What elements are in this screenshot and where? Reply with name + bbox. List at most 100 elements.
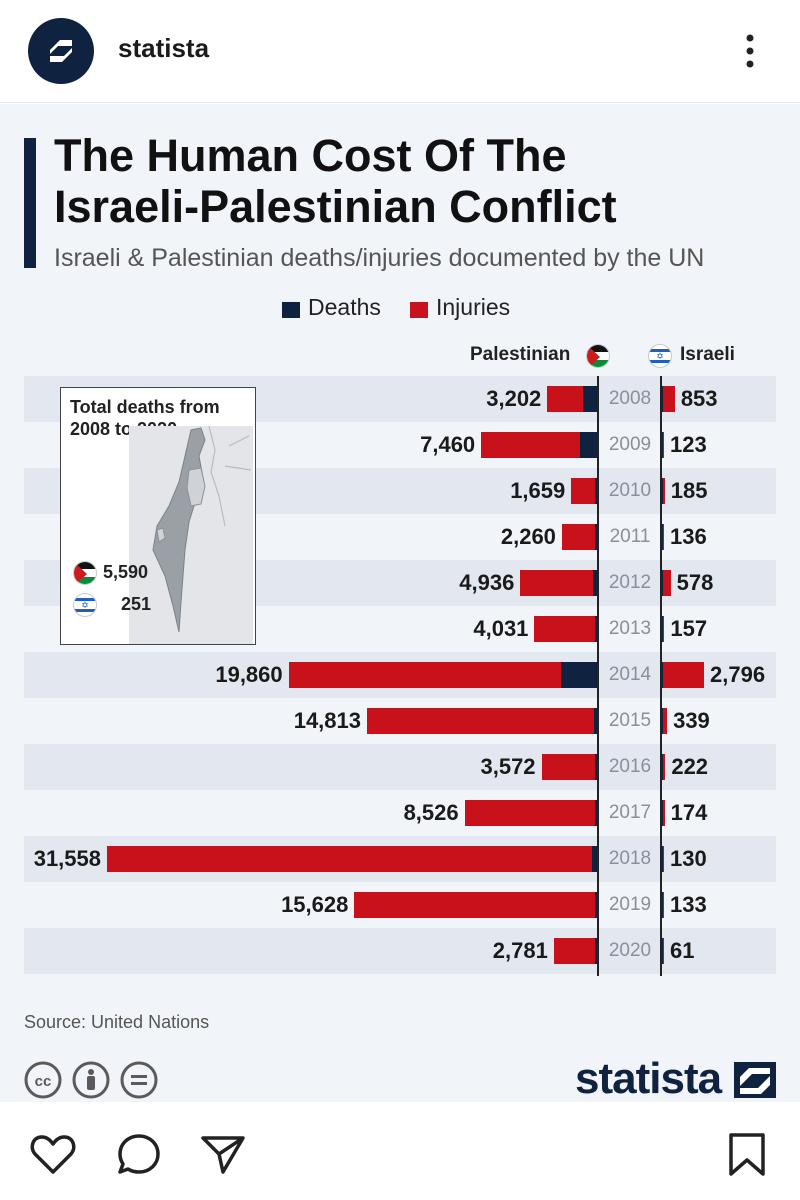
israeli-column-header: Israeli bbox=[680, 344, 735, 365]
inset-palestinian-flag-icon bbox=[73, 561, 97, 585]
palestinian-injuries-bar bbox=[366, 708, 597, 734]
israeli-value-label: 853 bbox=[680, 386, 718, 411]
creative-commons-icon[interactable]: cc bbox=[24, 1060, 164, 1100]
legend-deaths-swatch bbox=[282, 302, 300, 318]
more-vertical-icon[interactable] bbox=[735, 28, 765, 74]
legend-injuries-label: Injuries bbox=[436, 294, 511, 320]
palestinian-injuries-bar bbox=[534, 616, 597, 642]
israeli-injuries-bar bbox=[662, 662, 704, 688]
palestinian-deaths-bar bbox=[579, 432, 597, 458]
year-label: 2019 bbox=[608, 894, 652, 915]
palestinian-injuries-bar bbox=[481, 432, 597, 458]
israeli-value-label: 123 bbox=[670, 432, 707, 457]
inset-israeli-flag-icon: ✡ bbox=[73, 593, 97, 617]
heart-icon[interactable] bbox=[28, 1130, 78, 1178]
israeli-injuries-bar bbox=[662, 524, 665, 550]
palestinian-value-label: 31,558 bbox=[33, 846, 101, 871]
palestinian-injuries-bar bbox=[541, 754, 597, 780]
israeli-injuries-bar bbox=[662, 754, 666, 780]
israeli-injuries-bar bbox=[662, 432, 664, 458]
legend: Deaths Injuries bbox=[0, 294, 800, 324]
palestinian-value-label: 8,526 bbox=[403, 800, 459, 825]
israeli-deaths-bar bbox=[662, 524, 663, 550]
israeli-injuries-bar bbox=[662, 386, 675, 412]
statista-wordmark: statista bbox=[575, 1054, 722, 1103]
palestinian-deaths-bar bbox=[595, 478, 597, 504]
inset-palestinian-total: 5,590 bbox=[103, 562, 149, 582]
palestinian-value-label: 2,781 bbox=[492, 938, 548, 963]
year-label: 2014 bbox=[608, 664, 652, 685]
israeli-flag-icon: ✡ bbox=[648, 344, 672, 368]
post-action-bar bbox=[0, 1104, 800, 1200]
year-label: 2018 bbox=[608, 848, 652, 869]
legend-injuries-swatch bbox=[410, 302, 428, 318]
year-label: 2020 bbox=[608, 940, 652, 961]
year-label: 2017 bbox=[608, 802, 652, 823]
israeli-deaths-bar bbox=[662, 892, 663, 918]
source-note: Source: United Nations bbox=[24, 1012, 210, 1032]
israeli-deaths-bar bbox=[662, 386, 663, 412]
israeli-injuries-bar bbox=[662, 478, 665, 504]
inset-israeli-total: 251 bbox=[121, 594, 152, 614]
palestinian-value-label: 15,628 bbox=[281, 892, 349, 917]
year-label: 2012 bbox=[608, 572, 652, 593]
israeli-injuries-bar bbox=[662, 892, 664, 918]
palestinian-value-label: 19,860 bbox=[215, 662, 283, 687]
infographic: The Human Cost Of The Israeli-Palestinia… bbox=[0, 104, 800, 1103]
palestinian-injuries-bar bbox=[520, 570, 597, 596]
israeli-injuries-bar bbox=[662, 938, 664, 964]
palestinian-value-label: 4,936 bbox=[459, 570, 515, 595]
palestinian-deaths-bar bbox=[595, 524, 597, 550]
israeli-deaths-bar bbox=[662, 662, 664, 688]
title-accent-bar bbox=[24, 138, 36, 268]
post-header: statista bbox=[0, 0, 800, 103]
year-label: 2008 bbox=[608, 388, 652, 409]
palestinian-value-label: 2,260 bbox=[500, 524, 556, 549]
israeli-deaths-bar bbox=[662, 846, 663, 872]
israeli-deaths-bar bbox=[662, 570, 663, 596]
israeli-injuries-bar bbox=[662, 800, 665, 826]
comment-icon[interactable] bbox=[114, 1130, 164, 1178]
year-label: 2009 bbox=[608, 434, 652, 455]
bookmark-icon[interactable] bbox=[722, 1130, 772, 1178]
israeli-deaths-bar bbox=[662, 708, 663, 734]
palestinian-value-label: 7,460 bbox=[420, 432, 476, 457]
statista-logo-icon[interactable] bbox=[28, 18, 94, 84]
year-label: 2013 bbox=[608, 618, 652, 639]
account-name[interactable]: statista bbox=[118, 33, 210, 63]
chart-row-2016 bbox=[24, 744, 776, 790]
palestinian-flag-icon bbox=[586, 344, 610, 368]
statista-brand-logo-icon bbox=[734, 1062, 776, 1098]
palestinian-value-label: 14,813 bbox=[293, 708, 361, 733]
israeli-value-label: 130 bbox=[670, 846, 707, 871]
year-label: 2011 bbox=[609, 526, 651, 547]
palestinian-deaths-bar bbox=[561, 662, 597, 688]
palestinian-column-header: Palestinian bbox=[470, 344, 571, 365]
chart-subtitle: Israeli & Palestinian deaths/injuries do… bbox=[54, 244, 705, 272]
israeli-value-label: 157 bbox=[670, 616, 708, 641]
send-icon[interactable] bbox=[198, 1130, 248, 1178]
israeli-deaths-bar bbox=[662, 800, 663, 826]
israeli-deaths-bar bbox=[662, 616, 663, 642]
palestinian-deaths-bar bbox=[594, 708, 597, 734]
palestinian-value-label: 1,659 bbox=[510, 478, 566, 503]
palestinian-injuries-bar bbox=[288, 662, 597, 688]
palestinian-injuries-bar bbox=[107, 846, 597, 872]
israeli-deaths-bar bbox=[662, 938, 663, 964]
israeli-value-label: 61 bbox=[670, 938, 695, 963]
palestinian-deaths-bar bbox=[583, 386, 597, 412]
palestinian-value-label: 4,031 bbox=[473, 616, 529, 641]
year-label: 2010 bbox=[608, 480, 652, 501]
israeli-value-label: 2,796 bbox=[710, 662, 766, 687]
svg-text:cc: cc bbox=[35, 1073, 52, 1090]
legend-deaths-label: Deaths bbox=[308, 294, 381, 320]
palestinian-injuries-bar bbox=[464, 800, 597, 826]
israeli-deaths-bar bbox=[662, 754, 663, 780]
chart-title: The Human Cost Of The Israeli-Palestinia… bbox=[54, 130, 617, 232]
palestinian-axis-line bbox=[597, 376, 599, 976]
palestinian-deaths-bar bbox=[595, 616, 597, 642]
israeli-injuries-bar bbox=[662, 708, 668, 734]
israeli-value-label: 136 bbox=[670, 524, 707, 549]
palestinian-deaths-bar bbox=[592, 846, 597, 872]
year-label: 2015 bbox=[608, 710, 652, 731]
